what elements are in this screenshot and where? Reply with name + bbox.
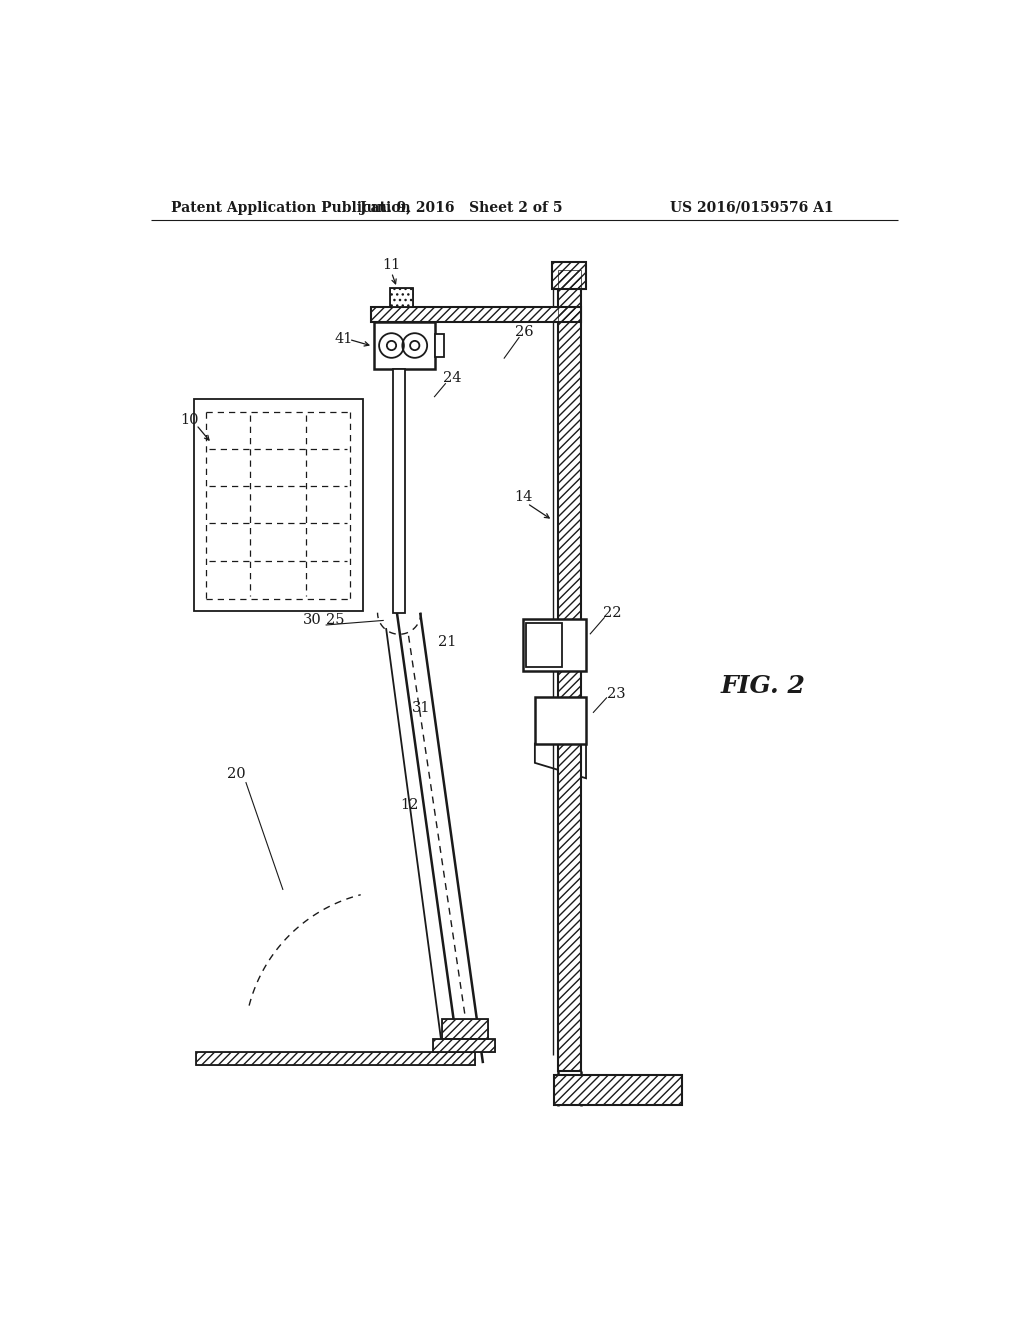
Bar	[523, 619, 586, 671]
Text: 31: 31	[412, 701, 430, 715]
Text: Patent Application Publication: Patent Application Publication	[171, 201, 411, 215]
Bar	[432, 1039, 495, 1052]
Text: 12: 12	[400, 799, 419, 812]
Bar	[194, 400, 362, 611]
Bar	[552, 263, 586, 289]
Bar	[435, 334, 444, 358]
Bar	[390, 288, 414, 308]
Text: FIG. 2: FIG. 2	[721, 673, 806, 698]
Text: 23: 23	[607, 686, 626, 701]
Text: 14: 14	[514, 490, 532, 504]
Text: 25: 25	[327, 614, 345, 627]
Bar	[393, 368, 406, 612]
Bar	[390, 288, 414, 308]
Bar	[442, 1019, 488, 1039]
Bar	[535, 697, 586, 743]
Text: Jun. 9, 2016   Sheet 2 of 5: Jun. 9, 2016 Sheet 2 of 5	[360, 201, 562, 215]
Text: 26: 26	[515, 326, 535, 339]
Text: 10: 10	[181, 413, 200, 428]
Text: 22: 22	[603, 606, 622, 619]
Bar	[442, 1019, 488, 1039]
Text: US 2016/0159576 A1: US 2016/0159576 A1	[670, 201, 834, 215]
Text: 11: 11	[382, 257, 400, 272]
Bar	[375, 322, 435, 368]
Bar	[554, 1074, 682, 1105]
Text: 20: 20	[227, 767, 246, 781]
Bar	[554, 1074, 682, 1105]
Bar	[372, 308, 582, 322]
Bar	[558, 271, 582, 1071]
Bar	[197, 1052, 475, 1065]
Text: 41: 41	[334, 333, 352, 346]
Bar	[432, 1039, 495, 1052]
Bar	[552, 263, 586, 289]
Text: 21: 21	[438, 635, 457, 649]
Bar	[558, 271, 582, 1071]
Bar	[197, 1052, 475, 1065]
Text: 24: 24	[442, 371, 461, 385]
Bar	[372, 308, 582, 322]
Text: 30: 30	[303, 614, 322, 627]
Bar	[526, 623, 562, 668]
